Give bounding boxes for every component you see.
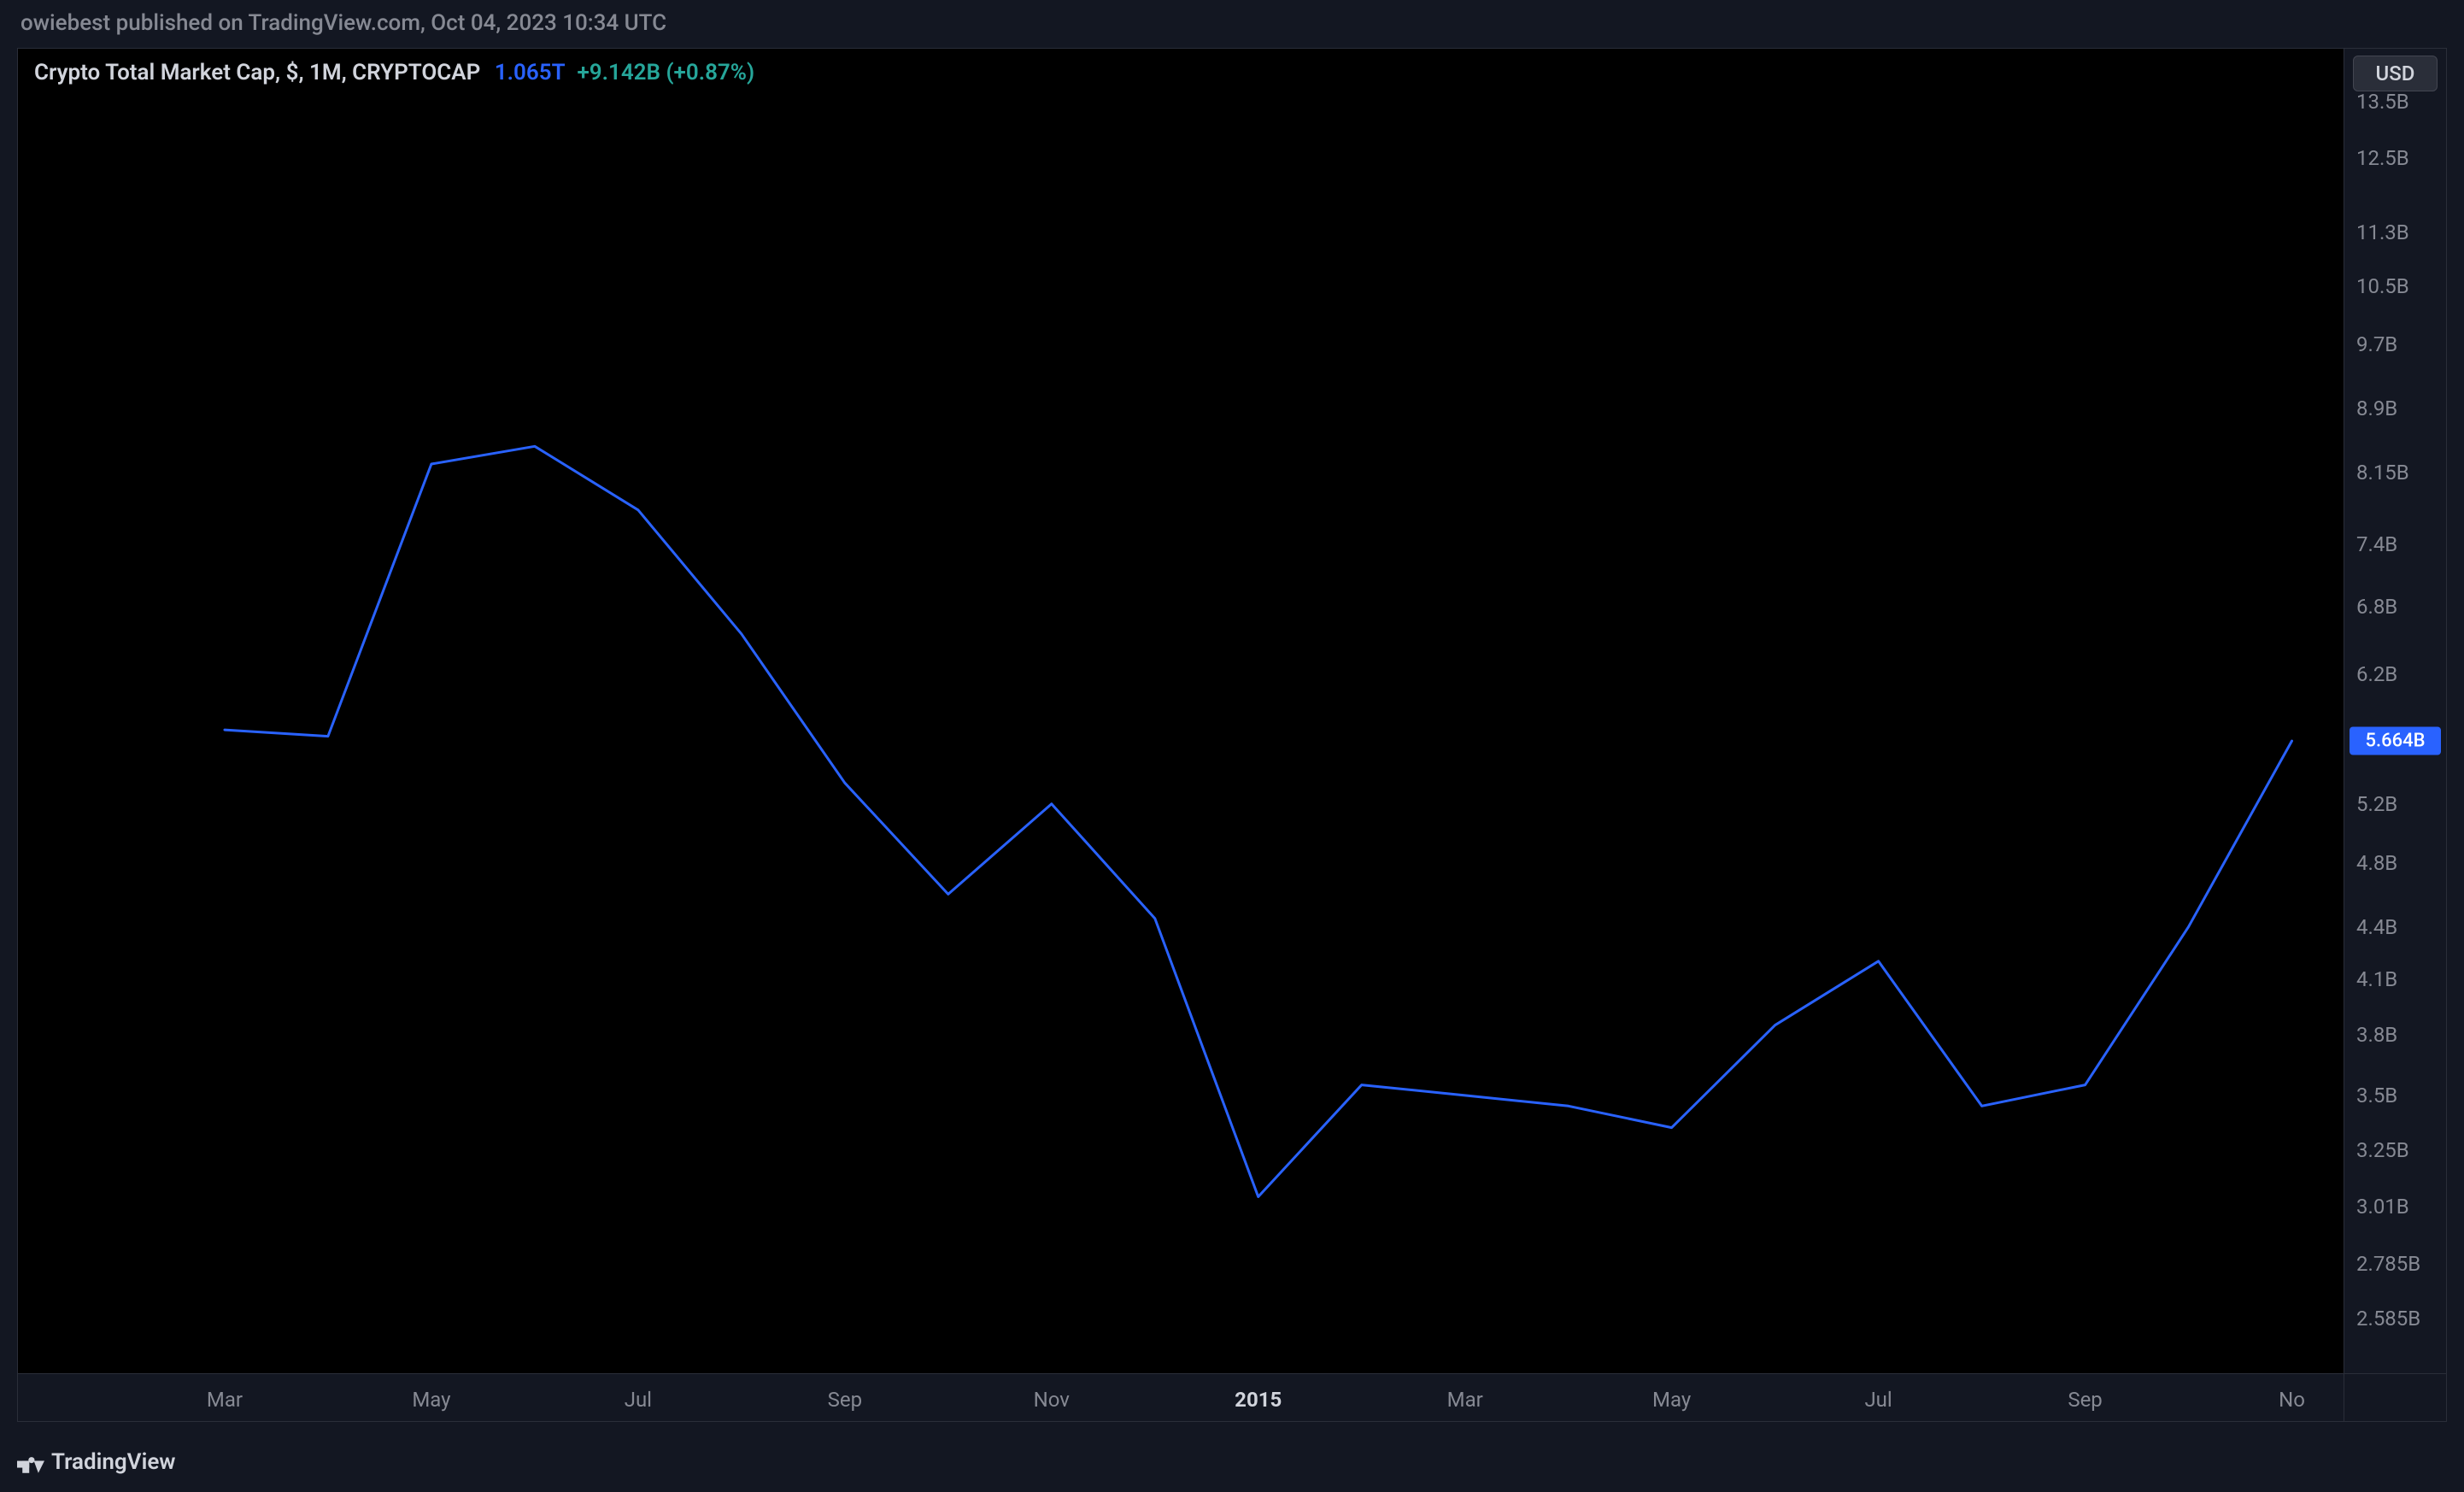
legend-title: Crypto Total Market Cap, $, 1M, CRYPTOCA… (34, 60, 480, 85)
y-tick-label: 10.5B (2356, 274, 2409, 298)
legend-value-primary: 1.065T (495, 60, 565, 85)
y-tick-label: 2.785B (2356, 1252, 2420, 1276)
brand-text: TradingView (51, 1449, 176, 1475)
y-tick-label: 5.2B (2356, 792, 2397, 816)
x-tick-label: Nov (1034, 1388, 1070, 1412)
line-chart-svg (18, 49, 2344, 1373)
y-tick-label: 8.15B (2356, 461, 2409, 485)
y-tick-label: 3.8B (2356, 1023, 2397, 1047)
x-tick-label: Mar (207, 1388, 243, 1412)
x-tick-label: Jul (625, 1388, 652, 1412)
y-tick-label: 4.8B (2356, 851, 2397, 875)
x-tick-label: Sep (828, 1388, 862, 1412)
x-tick-label: No (2279, 1388, 2305, 1412)
y-tick-label: 13.5B (2356, 90, 2409, 114)
x-tick-label: Sep (2068, 1388, 2102, 1412)
x-tick-label: May (1652, 1388, 1691, 1412)
y-tick-label: 6.8B (2356, 595, 2397, 619)
x-tick-label: Mar (1447, 1388, 1483, 1412)
brand-footer: TradingView (17, 1449, 176, 1475)
currency-selector[interactable]: USD (2353, 56, 2438, 91)
x-tick-label: 2015 (1235, 1388, 1282, 1412)
y-tick-label: 6.2B (2356, 662, 2397, 686)
y-tick-label: 12.5B (2356, 146, 2409, 170)
chart-panel: Crypto Total Market Cap, $, 1M, CRYPTOCA… (17, 48, 2447, 1422)
y-axis[interactable]: USD 13.5B 12.5B 11.3B 10.5B 9.7B 8.9B 8.15B 7.4… (2344, 48, 2447, 1374)
publish-info: owiebest published on TradingView.com, O… (0, 0, 2464, 46)
chart-plot-area[interactable] (17, 48, 2344, 1374)
tradingview-logo-icon (17, 1454, 44, 1471)
current-price-label: 5.664B (2350, 727, 2441, 755)
y-tick-label: 3.5B (2356, 1084, 2397, 1107)
axis-corner (2344, 1374, 2447, 1422)
y-tick-label: 11.3B (2356, 220, 2409, 244)
legend-value-change: +9.142B (+0.87%) (577, 60, 754, 85)
x-axis[interactable]: Mar May Jul Sep Nov 2015 Mar May Jul Sep No (17, 1374, 2344, 1422)
y-tick-label: 2.585B (2356, 1307, 2420, 1330)
y-tick-label: 8.9B (2356, 396, 2397, 420)
x-tick-label: Jul (1864, 1388, 1892, 1412)
price-line (225, 446, 2292, 1196)
chart-legend: Crypto Total Market Cap, $, 1M, CRYPTOCA… (34, 60, 754, 85)
y-tick-label: 9.7B (2356, 332, 2397, 356)
x-tick-label: May (412, 1388, 450, 1412)
y-tick-label: 7.4B (2356, 532, 2397, 556)
y-tick-label: 3.25B (2356, 1138, 2409, 1162)
y-tick-label: 3.01B (2356, 1195, 2409, 1219)
y-tick-label: 4.4B (2356, 915, 2397, 939)
y-tick-label: 4.1B (2356, 967, 2397, 991)
